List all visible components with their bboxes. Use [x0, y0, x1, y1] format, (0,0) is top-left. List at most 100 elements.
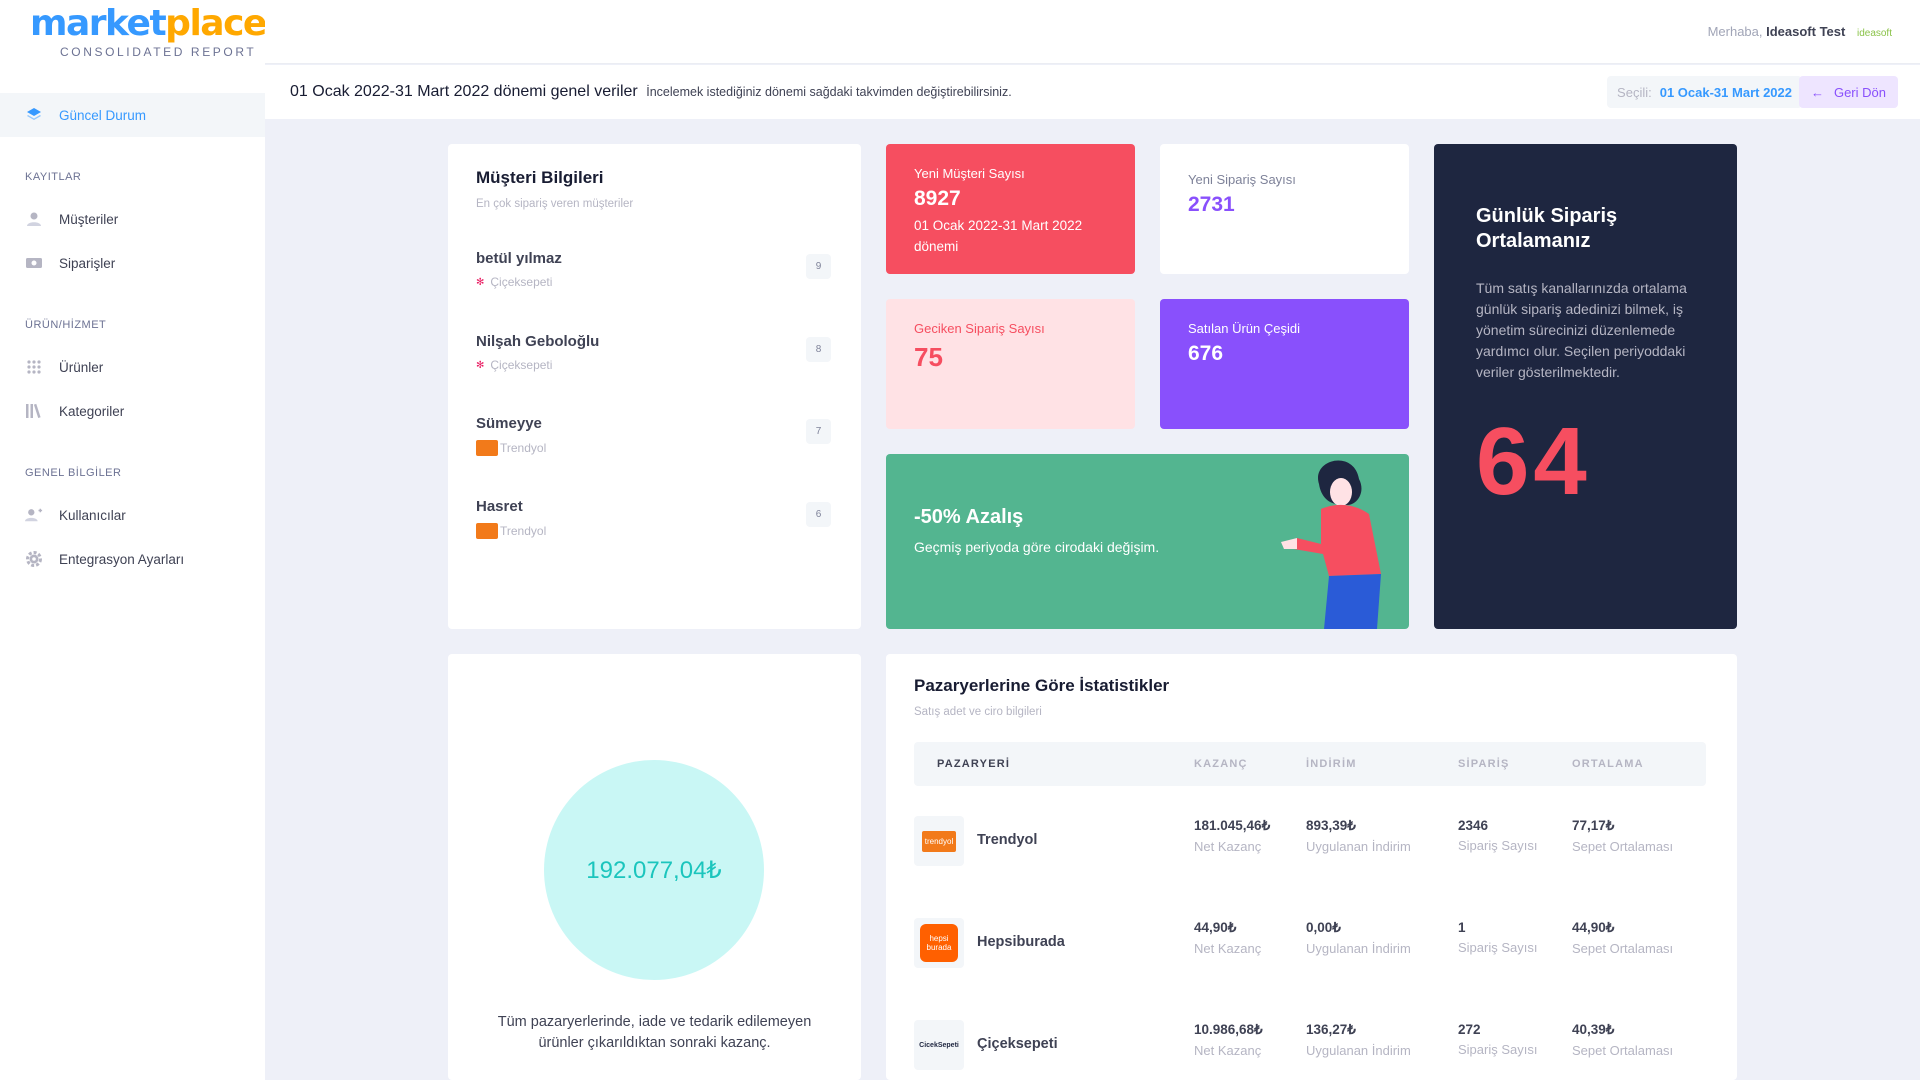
customer-info-card: Müşteri Bilgileri En çok sipariş veren m…: [448, 144, 861, 629]
table-row[interactable]: CicekSepeti Çiçeksepeti 10.986,68₺ Net Ka…: [914, 1016, 1706, 1072]
change-title: -50% Azalış: [914, 506, 1024, 528]
sidebar-item-label: Kullanıcılar: [59, 507, 126, 523]
back-button-label: Geri Dön: [1833, 84, 1886, 100]
sidebar-item-kullanicilar[interactable]: Kullanıcılar: [0, 495, 265, 535]
date-range-picker[interactable]: Seçili: 01 Ocak-31 Mart 2022: [1607, 76, 1802, 108]
app-logo[interactable]: marketplace CONSOLIDATED REPORT: [30, 3, 270, 60]
table-header: PAZARYERİ KAZANÇ İNDİRİM SİPARİŞ ORTALAM…: [914, 742, 1706, 786]
marketplace-name: Çiçeksepeti: [977, 1036, 1058, 1052]
orders-sublabel: Sipariş Sayısı: [1458, 940, 1538, 955]
product-variety-card: Satılan Ürün Çeşidi 676: [1160, 299, 1409, 429]
order-count-badge: 6: [806, 502, 831, 527]
new-customers-card: Yeni Müşteri Sayısı 8927 01 Ocak 2022-31…: [886, 144, 1135, 274]
average-value: 44,90₺: [1572, 920, 1615, 935]
logo-subtitle: CONSOLIDATED REPORT: [60, 45, 257, 59]
change-description: Geçmiş periyoda göre cirodaki değişim.: [914, 539, 1160, 555]
earning-value: 181.045,46₺: [1194, 818, 1271, 833]
earnings-value: 192.077,04₺: [586, 856, 722, 884]
section-title-genel-bilgiler: GENEL BİLGİLER: [25, 467, 122, 479]
sidebar-item-entegrasyon-ayarlari[interactable]: Entegrasyon Ayarları: [0, 539, 265, 579]
orders-sublabel: Sipariş Sayısı: [1458, 1042, 1538, 1057]
column-header-discount[interactable]: İNDİRİM: [1306, 758, 1357, 770]
stat-value: 676: [1188, 342, 1224, 365]
sidebar-item-siparisler[interactable]: Siparişler: [0, 243, 265, 283]
list-item[interactable]: betül yılmaz ✻ Çiçeksepeti 9: [476, 250, 831, 289]
customer-source: Çiçeksepeti: [490, 275, 553, 289]
selected-date-range: 01 Ocak-31 Mart 2022: [1659, 84, 1792, 100]
column-header-marketplace[interactable]: PAZARYERİ: [937, 758, 1011, 770]
daily-description: Tüm satış kanallarınızda ortalama günlük…: [1476, 280, 1687, 380]
stat-detail: 01 Ocak 2022-31 Mart 2022 dönemi: [914, 218, 1083, 254]
column-header-earning[interactable]: KAZANÇ: [1194, 758, 1248, 770]
customer-name: Sümeyye: [476, 415, 542, 432]
sidebar-item-label: Kategoriler: [59, 403, 125, 419]
sidebar: marketplace CONSOLIDATED REPORT Güncel D…: [0, 0, 267, 1080]
table-row[interactable]: hepsi burada Hepsiburada 44,90₺ Net Kazan…: [914, 914, 1706, 970]
discount-value: 136,27₺: [1306, 1022, 1356, 1037]
average-sublabel: Sepet Ortalaması: [1572, 839, 1674, 854]
earnings-circle: 192.077,04₺: [544, 760, 764, 980]
daily-order-average-card: Günlük Sipariş Ortalamanız Tüm satış kan…: [1434, 144, 1737, 629]
discount-sublabel: Uygulanan İndirim: [1306, 941, 1411, 956]
table-row[interactable]: trendyol Trendyol 181.045,46₺ Net Kazanç …: [914, 812, 1706, 868]
order-count-badge: 8: [806, 337, 831, 362]
user-icon: [25, 210, 43, 228]
marketplace-stats-card: Pazaryerlerine Göre İstatistikler Satış …: [886, 654, 1737, 1080]
sidebar-item-label: Güncel Durum: [59, 107, 147, 123]
sidebar-item-kategoriler[interactable]: Kategoriler: [0, 391, 265, 431]
sidebar-item-guncel-durum[interactable]: Güncel Durum: [0, 93, 265, 137]
top-header: Merhaba, Ideasoft Test ideasoft: [265, 0, 1920, 64]
sidebar-item-label: Siparişler: [59, 255, 116, 271]
selected-label: Seçili:: [1617, 84, 1652, 100]
section-title-urun-hizmet: ÜRÜN/HİZMET: [25, 319, 107, 331]
sidebar-item-musteriler[interactable]: Müşteriler: [0, 199, 265, 239]
trendyol-logo-icon: [476, 440, 498, 456]
daily-average-value: 64: [1476, 408, 1591, 515]
average-value: 77,17₺: [1572, 818, 1615, 833]
logo-text-main: market: [30, 3, 167, 44]
orders-value: 1: [1458, 920, 1466, 935]
average-value: 40,39₺: [1572, 1022, 1615, 1037]
period-description: İncelemek istediğiniz dönemi sağdaki tak…: [646, 85, 1012, 99]
person-illustration-icon: [1281, 460, 1381, 629]
layers-icon: [25, 106, 43, 124]
list-item[interactable]: Hasret Trendyol 6: [476, 498, 831, 539]
list-item[interactable]: Sümeyye Trendyol 7: [476, 415, 831, 456]
library-icon: [25, 402, 43, 420]
sidebar-item-urunler[interactable]: Ürünler: [0, 347, 265, 387]
ciceksepeti-logo-text: CicekSepeti: [919, 1041, 959, 1049]
subheader: 01 Ocak 2022-31 Mart 2022 dönemi genel v…: [265, 65, 1920, 119]
earning-sublabel: Net Kazanç: [1194, 941, 1262, 956]
card-subtitle: En çok sipariş veren müşteriler: [476, 198, 634, 210]
user-greeting[interactable]: Merhaba, Ideasoft Test ideasoft: [1708, 24, 1892, 39]
hepsiburada-logo: hepsi burada: [914, 918, 964, 968]
stat-label: Satılan Ürün Çeşidi: [1188, 321, 1300, 336]
earning-value: 10.986,68₺: [1194, 1022, 1263, 1037]
user-name: Ideasoft Test: [1766, 24, 1846, 39]
customer-source: Çiçeksepeti: [490, 358, 553, 372]
column-header-orders[interactable]: SİPARİŞ: [1458, 758, 1510, 770]
revenue-change-card: -50% Azalış Geçmiş periyoda göre cirodak…: [886, 454, 1409, 629]
page-title: 01 Ocak 2022-31 Mart 2022 dönemi genel v…: [290, 83, 1012, 101]
average-sublabel: Sepet Ortalaması: [1572, 941, 1674, 956]
sidebar-item-label: Müşteriler: [59, 211, 119, 227]
trendyol-logo-icon: [476, 523, 498, 539]
card-title: Pazaryerlerine Göre İstatistikler: [914, 676, 1170, 695]
earnings-description: Tüm pazaryerlerinde, iade ve tedarik edi…: [497, 1014, 812, 1051]
discount-sublabel: Uygulanan İndirim: [1306, 839, 1411, 854]
late-orders-card: Geciken Sipariş Sayısı 75: [886, 299, 1135, 429]
stat-value: 75: [914, 342, 943, 372]
card-subtitle: Satış adet ve ciro bilgileri: [914, 706, 1042, 718]
stat-label: Geciken Sipariş Sayısı: [914, 321, 1045, 336]
discount-value: 893,39₺: [1306, 818, 1356, 833]
order-count-badge: 9: [806, 254, 831, 279]
customer-name: Hasret: [476, 498, 523, 515]
discount-value: 0,00₺: [1306, 920, 1341, 935]
discount-sublabel: Uygulanan İndirim: [1306, 1043, 1411, 1058]
stat-value: 2731: [1188, 193, 1235, 216]
back-button[interactable]: ← Geri Dön: [1798, 76, 1898, 108]
column-header-average[interactable]: ORTALAMA: [1572, 758, 1644, 770]
total-earnings-card: 192.077,04₺ Tüm pazaryerlerinde, iade ve…: [448, 654, 861, 1080]
customer-source: Trendyol: [500, 524, 547, 538]
list-item[interactable]: Nilşah Geboloğlu ✻ Çiçeksepeti 8: [476, 333, 831, 372]
